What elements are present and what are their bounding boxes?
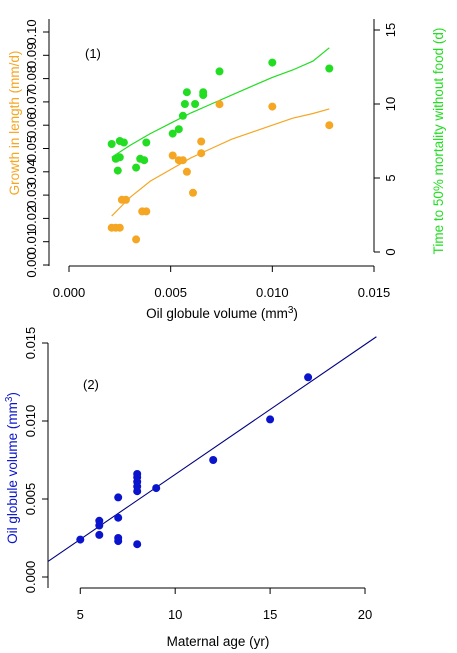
age-volume-point	[304, 373, 313, 382]
mortality-fit-line	[111, 47, 330, 158]
mortality-point	[115, 153, 124, 162]
panel-1-points	[107, 58, 334, 244]
mortality-point	[199, 88, 208, 97]
y-right-tick-label: 10	[383, 97, 398, 111]
growth-fit-line	[111, 108, 330, 217]
x-tick-label: 10	[168, 607, 182, 622]
panel-1-y-right-axis-label: Time to 50% mortality without food (d)	[431, 28, 446, 255]
y-left-tick-label: 0.10	[24, 19, 39, 44]
panel-1-y-left-axis-label: Growth in length (mm/d)	[7, 51, 22, 196]
y-left-tick-label: 0.06	[24, 113, 39, 138]
mortality-point	[113, 166, 122, 175]
mortality-point	[107, 140, 116, 148]
age-volume-point	[95, 516, 104, 525]
age-volume-point	[133, 470, 142, 478]
age-volume-point	[114, 534, 123, 542]
panel-2-chart: 5 10 15 20 0.000 0.005 0.010 0.015 (2) Materna…	[4, 327, 377, 649]
growth-point	[142, 207, 151, 216]
y-tick-label: 0.010	[23, 405, 38, 438]
x-tick-label: 0.005	[154, 285, 187, 300]
growth-point	[215, 100, 224, 109]
growth-point	[168, 151, 177, 160]
mortality-point	[178, 111, 187, 120]
age-volume-point	[133, 540, 142, 549]
y-right-tick-label: 15	[383, 23, 398, 37]
panel-1-chart: 0.000 0.005 0.010 0.015 0.000.010.020.030.0…	[7, 19, 446, 321]
mortality-point	[215, 67, 224, 76]
y-right-tick-label: 0	[383, 248, 398, 255]
y-left-tick-label: 0.09	[24, 43, 39, 68]
mortality-point	[174, 125, 183, 134]
x-tick-label: 0.010	[256, 285, 289, 300]
panel-2-x-ticks: 5 10 15 20	[77, 588, 372, 622]
panel-1-axis-frame	[48, 19, 375, 267]
panel-1-fit-lines	[111, 47, 330, 217]
mortality-point	[180, 100, 189, 108]
y-tick-label: 0.000	[23, 561, 38, 594]
y-tick-label: 0.005	[23, 483, 38, 516]
y-left-tick-label: 0.05	[24, 136, 39, 161]
panel-2-axis-frame	[47, 343, 366, 589]
mortality-point	[168, 129, 177, 138]
y-right-tick-label: 5	[383, 174, 398, 181]
panel-2-x-axis-label: Maternal age (yr)	[167, 634, 270, 649]
panel-2-label: (2)	[83, 377, 99, 392]
panel-2-y-axis-label: Oil globule volume (mm3)	[4, 392, 20, 544]
x-tick-label: 0.015	[358, 285, 391, 300]
growth-point	[182, 167, 191, 176]
growth-point	[268, 102, 277, 111]
x-tick-label: 20	[358, 607, 372, 622]
x-tick-label: 0.000	[53, 285, 86, 300]
panel-1-y-right-ticks: 0 5 10 15	[374, 23, 398, 256]
age-volume-point	[152, 484, 161, 493]
age-volume-point	[266, 415, 275, 424]
growth-point	[325, 121, 334, 130]
panel-1-x-ticks: 0.000 0.005 0.010 0.015	[53, 266, 391, 300]
growth-point	[189, 188, 197, 197]
y-left-tick-label: 0.01	[24, 229, 39, 254]
mortality-point	[182, 88, 191, 97]
mortality-point	[325, 64, 334, 73]
mortality-point	[140, 156, 149, 165]
age-volume-point	[95, 530, 104, 539]
age-volume-point	[114, 493, 123, 502]
y-left-tick-label: 0.04	[24, 159, 39, 184]
mortality-point	[119, 138, 128, 147]
y-left-tick-label: 0.03	[24, 182, 39, 207]
y-left-tick-label: 0.02	[24, 206, 39, 231]
growth-point	[115, 223, 124, 232]
panel-1-y-left-ticks: 0.000.010.020.030.040.050.060.070.080.09…	[24, 19, 49, 278]
growth-point	[197, 137, 206, 146]
panel-1-label: (1)	[85, 46, 101, 61]
growth-point	[197, 149, 206, 158]
y-left-tick-label: 0.07	[24, 89, 39, 114]
y-left-tick-label: 0.08	[24, 66, 39, 91]
growth-point	[178, 156, 187, 165]
age-volume-point	[76, 535, 85, 544]
growth-point	[132, 235, 141, 244]
x-tick-label: 5	[77, 607, 84, 622]
panel-1-x-axis-label: Oil globule volume (mm3)	[146, 305, 298, 321]
panel-2-y-ticks: 0.000 0.005 0.010 0.015	[23, 327, 48, 594]
y-tick-label: 0.015	[23, 327, 38, 360]
growth-point	[121, 195, 130, 204]
panel-2-points	[76, 373, 313, 549]
mortality-point	[132, 163, 141, 172]
mortality-point	[268, 58, 277, 67]
age-volume-point	[209, 456, 218, 464]
age-volume-point	[114, 513, 123, 522]
mortality-point	[191, 100, 200, 108]
mortality-point	[142, 138, 151, 147]
y-left-tick-label: 0.00	[24, 252, 39, 277]
x-tick-label: 15	[263, 607, 277, 622]
